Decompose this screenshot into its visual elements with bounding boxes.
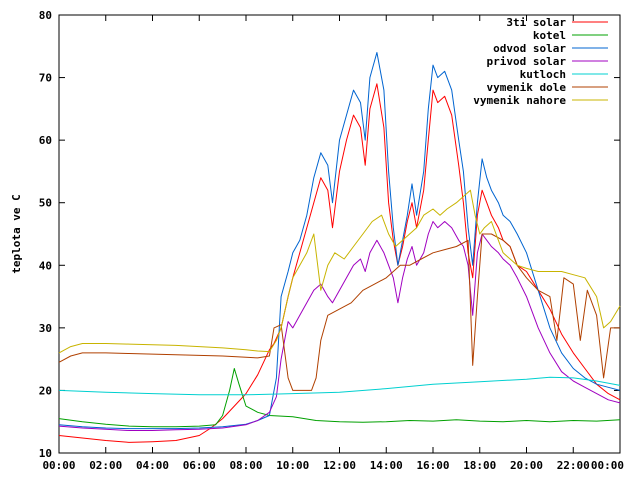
legend-label: odvod solar — [493, 42, 566, 55]
x-tick-label: 12:00 — [323, 459, 356, 472]
series-line-0 — [58, 83, 621, 443]
legend-label: privod solar — [487, 55, 567, 68]
x-tick-label: 16:00 — [416, 459, 449, 472]
series-line-4 — [58, 376, 621, 396]
legend-label: kutloch — [520, 68, 566, 81]
y-tick-label: 20 — [39, 384, 52, 397]
x-tick-label: 18:00 — [463, 459, 496, 472]
legend-label: vymenik dole — [487, 81, 567, 94]
y-tick-label: 70 — [39, 72, 52, 85]
y-tick-label: 80 — [39, 9, 52, 22]
x-tick-label: 00:00 — [591, 459, 624, 472]
axis-ticks: 10 20 30 40 50 60 70 80 00:00 02:00 04:00 06:00 08:0… — [39, 9, 624, 472]
y-tick-label: 40 — [39, 259, 52, 272]
x-tick-label: 22:00 — [557, 459, 590, 472]
x-tick-label: 06:00 — [183, 459, 216, 472]
legend-label: vymenik nahore — [473, 94, 566, 107]
series-lines — [58, 52, 621, 443]
y-tick-label: 30 — [39, 322, 52, 335]
series-line-6 — [58, 189, 621, 354]
x-tick-label: 10:00 — [276, 459, 309, 472]
series-line-2 — [58, 52, 621, 430]
series-line-1 — [58, 368, 621, 428]
legend-label: kotel — [533, 29, 566, 42]
series-line-3 — [58, 221, 621, 431]
y-tick-label: 10 — [39, 447, 52, 460]
legend-label: 3ti solar — [506, 16, 566, 29]
x-tick-label: 08:00 — [229, 459, 262, 472]
x-tick-label: 04:00 — [136, 459, 169, 472]
x-tick-label: 14:00 — [370, 459, 403, 472]
x-tick-label: 02:00 — [89, 459, 122, 472]
x-tick-label: 00:00 — [42, 459, 75, 472]
y-tick-label: 60 — [39, 134, 52, 147]
x-tick-label: 20:00 — [510, 459, 543, 472]
y-axis-title: teplota ve C — [10, 194, 23, 273]
y-tick-label: 50 — [39, 197, 52, 210]
series-line-5 — [58, 233, 620, 391]
